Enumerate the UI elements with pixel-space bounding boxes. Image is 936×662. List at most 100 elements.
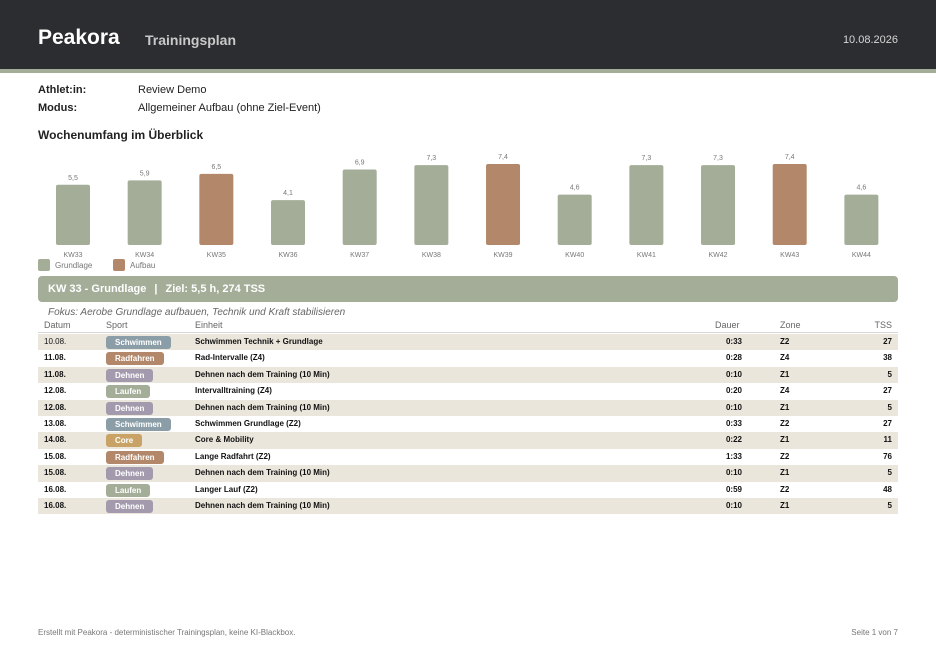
weekly-volume-chart: 5,5 KW33 5,9 KW34 6,5 KW35 4,1 KW36 6,9 KW37 7,3 KW…	[38, 154, 879, 271]
table-row: 12.08. Dehnen Dehnen nach dem Training (10…	[38, 399, 898, 416]
row-duration: 0:10	[725, 369, 742, 379]
table-row: 11.08. Radfahren Rad-Intervalle (Z4) 0:28 Z4…	[38, 350, 898, 366]
bar-value-label: 4,6	[857, 185, 867, 192]
legend-label: Aufbau	[130, 261, 155, 270]
row-duration: 0:22	[725, 435, 742, 445]
table-row: 14.08. Core Core & Mobility 0:22 Z1 11	[38, 432, 898, 449]
col-date-header: Datum	[44, 320, 71, 330]
bar-kw42	[701, 165, 736, 245]
row-date: 15.08.	[44, 451, 67, 461]
x-tick-label: KW36	[278, 252, 297, 259]
row-date: 13.08.	[44, 418, 67, 428]
week-focus: Fokus: Aerobe Grundlage aufbauen, Techni…	[48, 307, 346, 318]
table-row: 13.08. Schwimmen Schwimmen Grundlage (Z2) 0…	[38, 416, 898, 432]
row-tss: 27	[883, 337, 892, 346]
row-unit: Rad-Intervalle (Z4)	[195, 353, 265, 363]
row-duration: 0:33	[725, 418, 742, 428]
bar-kw36	[271, 200, 306, 245]
bar-value-label: 6,9	[355, 159, 365, 166]
row-zone: Z1	[780, 369, 790, 379]
bar-kw39	[486, 164, 521, 245]
col-unit-header: Einheit	[195, 320, 223, 330]
bar-value-label: 5,9	[140, 170, 150, 177]
athlete-label: Athlet:in:	[38, 84, 87, 96]
row-duration: 0:10	[725, 468, 742, 478]
bar-value-label: 7,4	[785, 154, 795, 161]
row-date: 10.08.	[44, 337, 67, 346]
row-zone: Z1	[780, 402, 790, 412]
sport-badge: Schwimmen	[106, 336, 171, 349]
row-date: 11.08.	[44, 353, 66, 363]
footer-note: Erstellt mit Peakora - deterministischer…	[38, 628, 296, 637]
table-row: 16.08. Laufen Langer Lauf (Z2) 0:59 Z2 48	[38, 482, 898, 498]
x-tick-label: KW40	[565, 252, 584, 259]
row-date: 12.08.	[44, 402, 67, 412]
row-tss: 27	[883, 386, 892, 396]
session-table: 10.08. Schwimmen Schwimmen Technik + Grund…	[38, 334, 898, 515]
sport-badge: Dehnen	[106, 401, 154, 415]
bar-value-label: 4,1	[283, 190, 293, 197]
row-unit: Lange Radfahrt (Z2)	[195, 451, 271, 461]
row-unit: Intervalltraining (Z4)	[195, 386, 272, 396]
bar-kw33	[56, 184, 90, 245]
bar-kw35	[199, 173, 234, 245]
bar-kw40	[557, 194, 592, 245]
bar-kw44	[844, 194, 879, 245]
sport-badge: Radfahren	[106, 450, 164, 464]
row-zone: Z2	[780, 451, 790, 461]
sport-badge: Laufen	[106, 483, 151, 497]
bar-kw34	[127, 180, 162, 245]
row-zone: Z2	[780, 337, 790, 346]
col-sport-header: Sport	[106, 320, 128, 330]
x-tick-label: KW37	[350, 252, 369, 259]
row-tss: 5	[887, 369, 892, 379]
row-zone: Z2	[780, 418, 790, 428]
x-tick-label: KW39	[493, 252, 512, 259]
legend-swatch-grundlage	[38, 259, 50, 271]
x-tick-label: KW41	[637, 252, 656, 259]
x-tick-label: KW42	[708, 252, 727, 259]
bar-kw43	[772, 164, 807, 245]
bar-kw37	[342, 169, 377, 245]
row-tss: 11	[883, 435, 892, 445]
sport-badge: Laufen	[106, 385, 151, 399]
bar-value-label: 7,3	[426, 155, 436, 162]
row-zone: Z4	[780, 386, 790, 396]
sport-badge: Radfahren	[106, 352, 164, 366]
bar-value-label: 5,5	[68, 175, 78, 182]
row-unit: Dehnen nach dem Training (10 Min)	[195, 402, 330, 412]
overview-title: Wochenumfang im Überblick	[38, 128, 204, 142]
x-tick-label: KW33	[63, 252, 82, 259]
sport-badge: Core	[106, 434, 143, 448]
week-goal: Ziel: 5,5 h, 274 TSS	[165, 283, 266, 295]
row-tss: 48	[883, 484, 892, 494]
bar-value-label: 7,4	[498, 154, 508, 161]
sport-badge: Dehnen	[106, 499, 154, 513]
row-date: 15.08.	[44, 468, 67, 478]
week-label: KW 33 - Grundlage	[48, 283, 147, 295]
table-row: 10.08. Schwimmen Schwimmen Technik + Grund…	[38, 334, 898, 351]
bar-kw41	[629, 165, 664, 245]
mode-value: Allgemeiner Aufbau (ohne Ziel-Event)	[138, 102, 321, 114]
row-duration: 0:59	[725, 484, 742, 494]
mode-label: Modus:	[38, 102, 78, 114]
row-duration: 0:28	[725, 353, 742, 363]
row-duration: 0:10	[725, 500, 742, 510]
bar-value-label: 6,5	[211, 164, 221, 171]
document-title: Trainingsplan	[145, 32, 237, 48]
row-date: 16.08.	[44, 500, 67, 510]
document-header: Peakora Trainingsplan 10.08.2026	[0, 0, 936, 69]
x-tick-label: KW43	[780, 252, 799, 259]
bar-kw38	[414, 165, 449, 245]
header-accent-stripe	[0, 69, 936, 73]
col-duration-header: Dauer	[715, 320, 740, 330]
row-unit: Dehnen nach dem Training (10 Min)	[195, 500, 330, 510]
row-unit: Core & Mobility	[195, 435, 254, 445]
row-tss: 27	[883, 418, 892, 428]
brand-logo-text: Peakora	[38, 26, 120, 49]
bar-value-label: 4,6	[570, 185, 580, 192]
row-tss: 5	[887, 468, 892, 478]
bar-value-label: 7,3	[641, 155, 651, 162]
row-date: 11.08.	[44, 369, 66, 379]
row-unit: Langer Lauf (Z2)	[195, 484, 258, 494]
